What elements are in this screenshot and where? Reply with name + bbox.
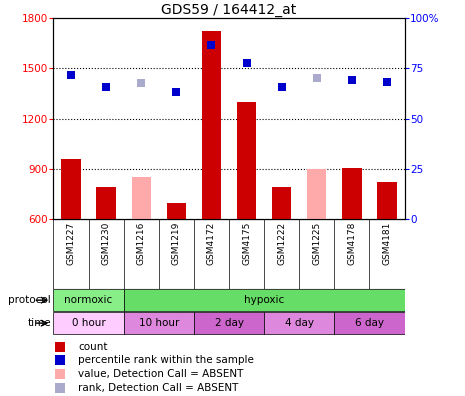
Text: time: time xyxy=(27,318,51,328)
Point xyxy=(57,385,64,391)
Text: GSM1225: GSM1225 xyxy=(312,221,321,265)
Bar xyxy=(166,203,186,219)
Point xyxy=(313,75,320,82)
Point xyxy=(348,77,356,83)
Bar xyxy=(342,168,362,219)
Bar xyxy=(307,169,326,219)
Text: value, Detection Call = ABSENT: value, Detection Call = ABSENT xyxy=(78,369,243,379)
Text: percentile rank within the sample: percentile rank within the sample xyxy=(78,356,254,366)
Text: GSM4178: GSM4178 xyxy=(347,221,356,265)
Bar xyxy=(61,159,81,219)
Bar xyxy=(377,183,397,219)
Text: 4 day: 4 day xyxy=(285,318,314,328)
Point xyxy=(243,60,250,67)
Text: GSM4172: GSM4172 xyxy=(207,221,216,265)
Title: GDS59 / 164412_at: GDS59 / 164412_at xyxy=(161,3,297,17)
Point xyxy=(383,78,391,85)
Text: 0 hour: 0 hour xyxy=(72,318,106,328)
Bar xyxy=(202,31,221,219)
Bar xyxy=(272,187,292,219)
Point xyxy=(138,80,145,86)
Text: GSM4181: GSM4181 xyxy=(383,221,392,265)
Bar xyxy=(53,289,124,311)
Bar xyxy=(334,312,405,334)
Bar xyxy=(264,312,334,334)
Bar xyxy=(124,289,405,311)
Text: 2 day: 2 day xyxy=(214,318,244,328)
Point xyxy=(67,72,75,78)
Text: protocol: protocol xyxy=(8,295,51,305)
Bar xyxy=(194,312,264,334)
Bar xyxy=(124,312,194,334)
Bar xyxy=(53,312,124,334)
Text: rank, Detection Call = ABSENT: rank, Detection Call = ABSENT xyxy=(78,383,239,393)
Point xyxy=(102,84,110,90)
Point xyxy=(57,357,64,364)
Point xyxy=(173,89,180,95)
Text: normoxic: normoxic xyxy=(65,295,113,305)
Point xyxy=(57,371,64,377)
Bar xyxy=(96,187,116,219)
Point xyxy=(208,42,215,48)
Text: GSM4175: GSM4175 xyxy=(242,221,251,265)
Text: GSM1222: GSM1222 xyxy=(277,221,286,265)
Text: 6 day: 6 day xyxy=(355,318,384,328)
Text: GSM1216: GSM1216 xyxy=(137,221,146,265)
Bar xyxy=(132,177,151,219)
Point xyxy=(57,343,64,350)
Text: GSM1227: GSM1227 xyxy=(66,221,75,265)
Bar xyxy=(237,102,256,219)
Text: GSM1219: GSM1219 xyxy=(172,221,181,265)
Point xyxy=(278,84,286,90)
Text: GSM1230: GSM1230 xyxy=(102,221,111,265)
Text: 10 hour: 10 hour xyxy=(139,318,179,328)
Text: hypoxic: hypoxic xyxy=(244,295,284,305)
Text: count: count xyxy=(78,342,107,352)
